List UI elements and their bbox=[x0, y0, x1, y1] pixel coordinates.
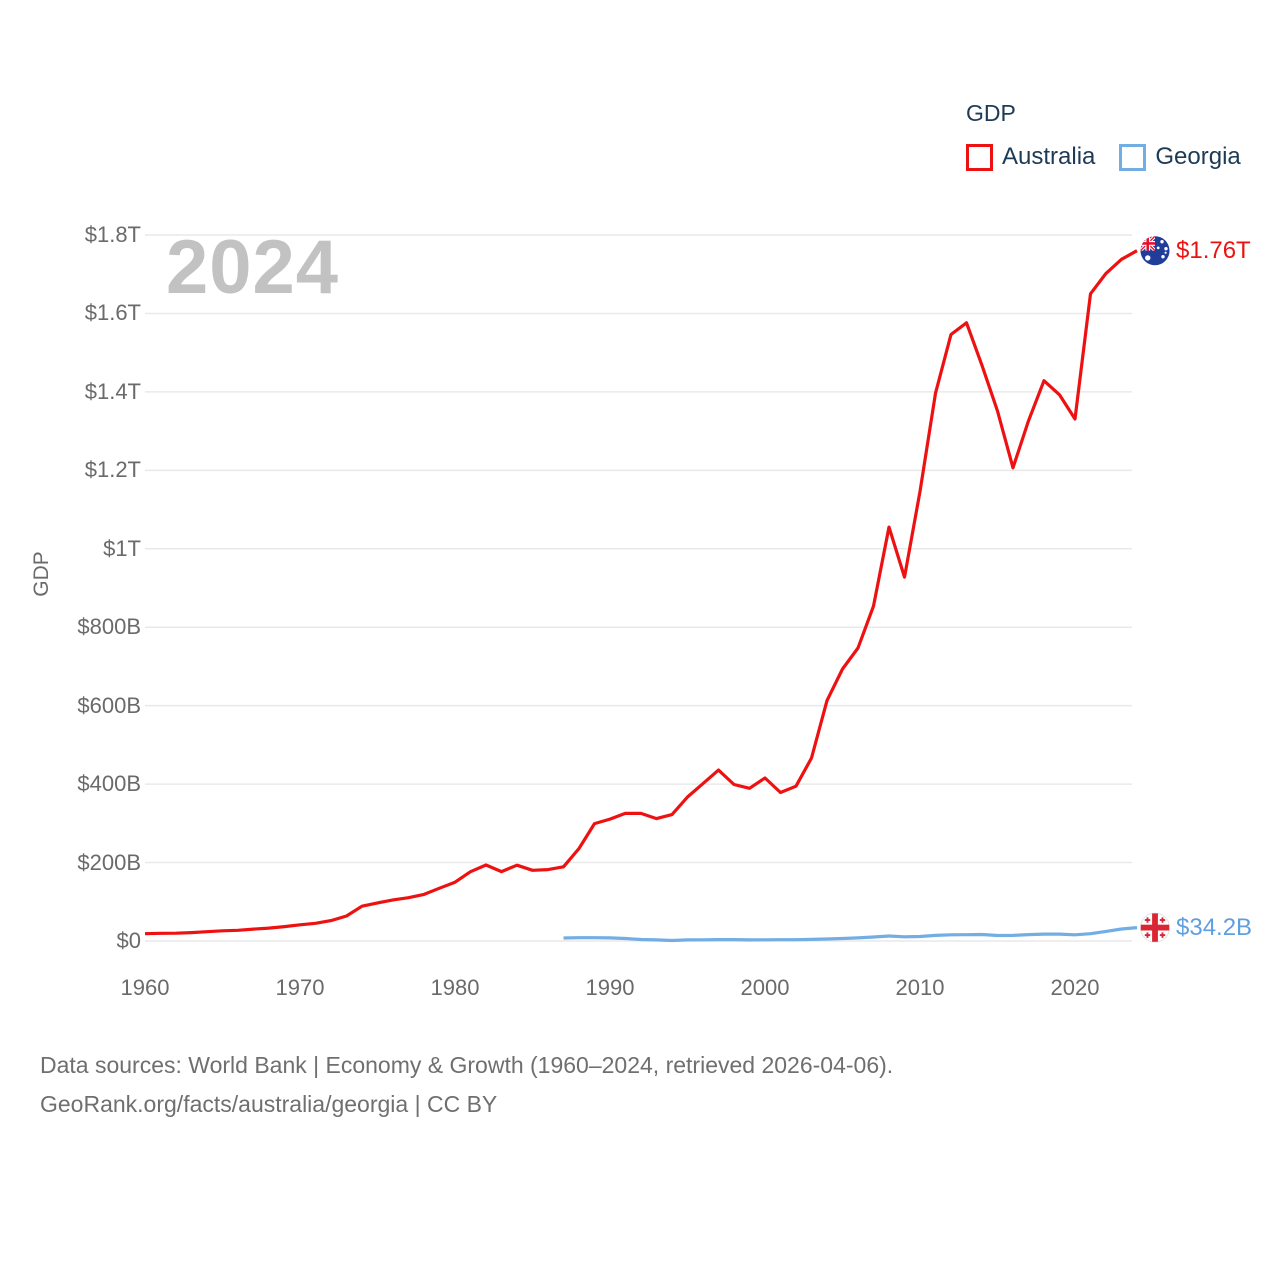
georgia-swatch-icon bbox=[1119, 143, 1147, 171]
legend-item-georgia[interactable]: Georgia bbox=[1119, 143, 1241, 171]
x-tick-label: 1990 bbox=[585, 975, 635, 1000]
footer-sources: Data sources: World Bank | Economy & Gro… bbox=[40, 1052, 894, 1078]
x-tick-label: 2000 bbox=[740, 975, 790, 1000]
georgia-flag-icon bbox=[1140, 912, 1170, 943]
y-tick-label: $0 bbox=[116, 928, 141, 953]
y-tick-label: $800B bbox=[77, 614, 141, 640]
georgia-value-label: $34.2B bbox=[1176, 913, 1253, 941]
legend-label-georgia: Georgia bbox=[1155, 143, 1241, 170]
legend-item-australia[interactable]: Australia bbox=[966, 143, 1095, 171]
australia-flag-icon bbox=[1140, 236, 1170, 266]
australia-swatch-icon bbox=[966, 143, 993, 171]
x-tick-label: 1960 bbox=[120, 975, 170, 1000]
australia-value-label: $1.76T bbox=[1176, 236, 1251, 264]
x-tick-label: 2020 bbox=[1050, 975, 1100, 1000]
legend: GDP Australia Georgia bbox=[966, 100, 1241, 171]
australia-line[interactable] bbox=[144, 249, 1138, 936]
y-tick-label: $1T bbox=[103, 535, 141, 561]
legend-label-australia: Australia bbox=[1002, 143, 1096, 170]
y-tick-label: $1.4T bbox=[84, 378, 141, 404]
year-watermark: 2024 bbox=[166, 225, 340, 310]
y-tick-label: $1.2T bbox=[84, 457, 141, 483]
x-tick-label: 1980 bbox=[430, 975, 480, 1000]
y-tick-label: $400B bbox=[77, 771, 141, 797]
y-tick-label: $600B bbox=[77, 692, 141, 718]
x-tick-label: 1970 bbox=[275, 975, 325, 1000]
x-tick-label: 2010 bbox=[895, 975, 945, 1000]
y-tick-label: $200B bbox=[77, 849, 141, 875]
georgia-line[interactable] bbox=[563, 926, 1138, 943]
y-tick-label: $1.6T bbox=[84, 300, 141, 326]
footer: Data sources: World Bank | Economy & Gro… bbox=[40, 1046, 893, 1124]
legend-title: GDP bbox=[966, 100, 1016, 126]
footer-attribution: GeoRank.org/facts/australia/georgia | CC… bbox=[40, 1091, 498, 1117]
y-tick-label: $1.8T bbox=[84, 222, 141, 247]
gridlines bbox=[145, 234, 1132, 942]
